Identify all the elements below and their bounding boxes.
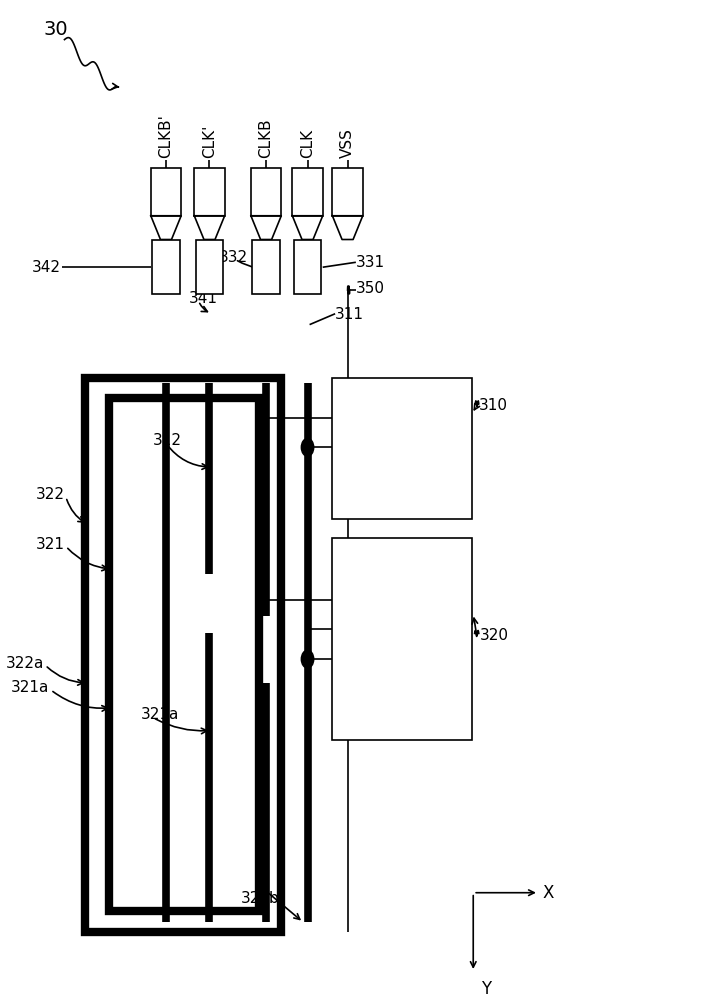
Polygon shape xyxy=(292,216,323,240)
Polygon shape xyxy=(194,216,224,240)
Bar xyxy=(332,538,472,740)
Text: 310: 310 xyxy=(479,398,508,413)
Text: 342: 342 xyxy=(31,260,60,275)
Polygon shape xyxy=(332,216,362,240)
Text: 350: 350 xyxy=(356,281,385,296)
Circle shape xyxy=(302,438,314,456)
Text: 321: 321 xyxy=(35,537,64,552)
Text: 322b: 322b xyxy=(241,891,280,906)
Text: 312: 312 xyxy=(153,433,182,448)
Text: CLK: CLK xyxy=(300,129,315,158)
Bar xyxy=(109,398,259,911)
Text: CLKB': CLKB' xyxy=(159,114,173,158)
Text: 332: 332 xyxy=(219,250,249,265)
Bar xyxy=(194,168,224,216)
Text: 320: 320 xyxy=(480,628,509,643)
Bar xyxy=(251,168,281,216)
Text: VSS: VSS xyxy=(340,128,355,158)
Text: 321a: 321a xyxy=(11,680,50,695)
Text: 311: 311 xyxy=(335,307,364,322)
Text: 322: 322 xyxy=(35,487,64,502)
Bar xyxy=(252,240,280,294)
Text: 322a: 322a xyxy=(6,656,44,671)
Text: Y: Y xyxy=(481,980,491,998)
Text: 331: 331 xyxy=(356,255,385,270)
Bar xyxy=(151,168,181,216)
Polygon shape xyxy=(251,216,281,240)
Bar xyxy=(332,168,362,216)
Text: 341: 341 xyxy=(189,291,218,306)
Text: CLK': CLK' xyxy=(202,125,217,158)
Bar xyxy=(294,240,321,294)
Text: X: X xyxy=(542,884,554,902)
Polygon shape xyxy=(151,216,181,240)
Bar xyxy=(195,240,223,294)
Bar xyxy=(292,168,323,216)
Bar xyxy=(332,378,472,519)
Bar xyxy=(85,378,281,932)
Bar xyxy=(152,240,180,294)
Circle shape xyxy=(302,650,314,668)
Text: 321a: 321a xyxy=(140,707,179,722)
Text: 30: 30 xyxy=(44,20,69,39)
Text: CLKB: CLKB xyxy=(258,119,273,158)
